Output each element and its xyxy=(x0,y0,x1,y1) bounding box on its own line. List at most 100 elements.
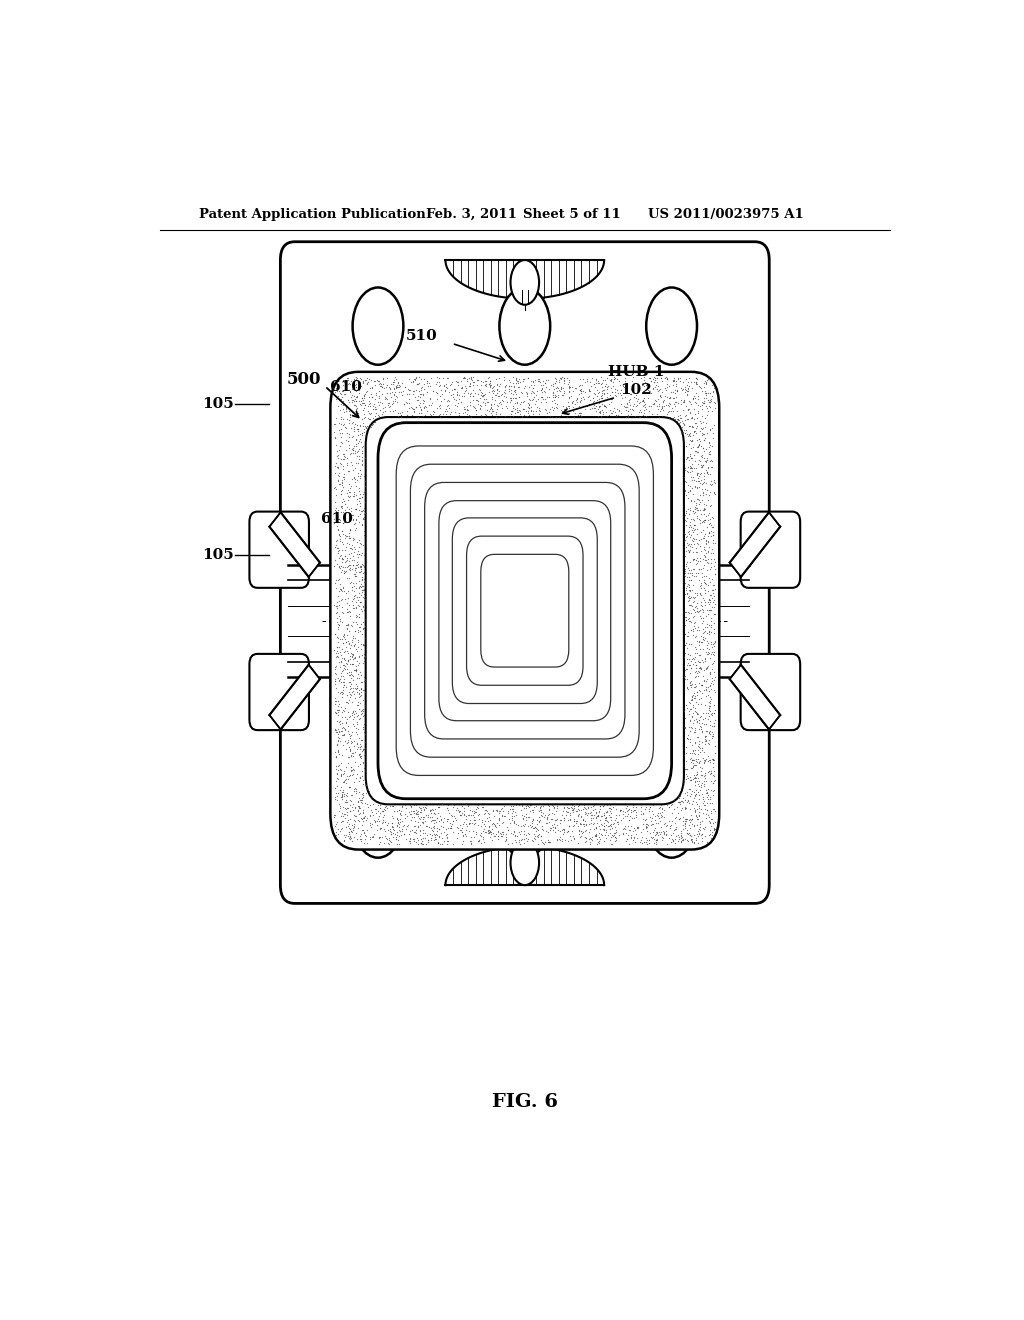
Point xyxy=(616,805,633,826)
Point xyxy=(540,829,556,850)
Point xyxy=(402,380,419,401)
Point xyxy=(682,430,698,451)
Point xyxy=(348,436,365,457)
Point xyxy=(463,830,479,851)
Point xyxy=(398,392,415,413)
Point xyxy=(420,832,436,853)
Point xyxy=(329,537,345,558)
Point xyxy=(632,407,648,428)
Point xyxy=(548,801,564,822)
Point xyxy=(439,368,456,389)
Point xyxy=(338,631,354,652)
Point xyxy=(607,821,624,842)
Point xyxy=(681,594,697,615)
Point xyxy=(691,463,708,484)
Point xyxy=(596,805,612,826)
Point xyxy=(352,432,369,453)
Point xyxy=(484,376,501,397)
Point xyxy=(699,779,716,800)
Point xyxy=(671,785,687,807)
Point xyxy=(455,825,471,846)
Point xyxy=(381,376,397,397)
Point xyxy=(699,383,716,404)
Point xyxy=(425,821,441,842)
Point xyxy=(451,405,467,426)
Point xyxy=(633,367,649,388)
Point xyxy=(352,700,369,721)
Point xyxy=(385,391,401,412)
Point xyxy=(667,829,683,850)
Point xyxy=(352,730,369,751)
Point xyxy=(393,381,410,403)
Point xyxy=(484,385,501,407)
Point xyxy=(484,404,501,425)
Point xyxy=(340,370,356,391)
Point xyxy=(696,499,713,520)
Point xyxy=(705,792,721,813)
Point xyxy=(585,392,601,413)
Point xyxy=(683,657,699,678)
Point xyxy=(688,767,705,788)
Point xyxy=(499,392,515,413)
Point xyxy=(532,379,549,400)
Point xyxy=(346,704,362,725)
FancyBboxPatch shape xyxy=(740,512,800,587)
Point xyxy=(341,632,357,653)
Point xyxy=(392,801,409,822)
Point xyxy=(703,702,720,723)
Point xyxy=(685,500,701,521)
Point xyxy=(665,810,681,832)
Point xyxy=(468,801,484,822)
Point xyxy=(591,801,607,822)
Point xyxy=(549,830,565,851)
Point xyxy=(541,799,557,820)
Point xyxy=(527,385,544,407)
Point xyxy=(454,817,470,838)
Point xyxy=(362,816,379,837)
Point xyxy=(364,387,380,408)
Point xyxy=(701,442,718,463)
Point xyxy=(341,444,357,465)
Point xyxy=(603,370,620,391)
Point xyxy=(699,504,716,525)
Point xyxy=(593,813,609,834)
Point xyxy=(387,391,403,412)
Point xyxy=(530,810,547,832)
Point xyxy=(689,781,706,803)
Point xyxy=(589,380,605,401)
Point xyxy=(681,416,697,437)
Point xyxy=(328,719,344,741)
Point xyxy=(583,389,599,411)
Point xyxy=(345,425,361,446)
Point xyxy=(412,814,428,836)
Point xyxy=(412,803,428,824)
Point xyxy=(648,375,665,396)
Point xyxy=(337,628,353,649)
Point xyxy=(677,418,693,440)
Point xyxy=(358,421,375,442)
Point xyxy=(355,404,372,425)
Point xyxy=(344,384,360,405)
Point xyxy=(694,826,711,847)
Point xyxy=(696,795,713,816)
Point xyxy=(615,804,632,825)
Point xyxy=(331,693,347,714)
Point xyxy=(356,395,373,416)
Point xyxy=(698,450,715,471)
Point xyxy=(338,550,354,572)
Point xyxy=(440,381,457,403)
Point xyxy=(333,663,349,684)
Point xyxy=(680,474,696,495)
Point xyxy=(357,731,374,752)
Point xyxy=(696,630,713,651)
Point xyxy=(339,557,355,578)
Point xyxy=(681,516,697,537)
Point xyxy=(335,414,351,436)
Point xyxy=(371,805,387,826)
Point xyxy=(337,528,353,549)
Point xyxy=(642,807,658,828)
Point xyxy=(348,532,365,553)
Point xyxy=(336,384,352,405)
Point xyxy=(665,830,681,851)
Point xyxy=(470,391,486,412)
